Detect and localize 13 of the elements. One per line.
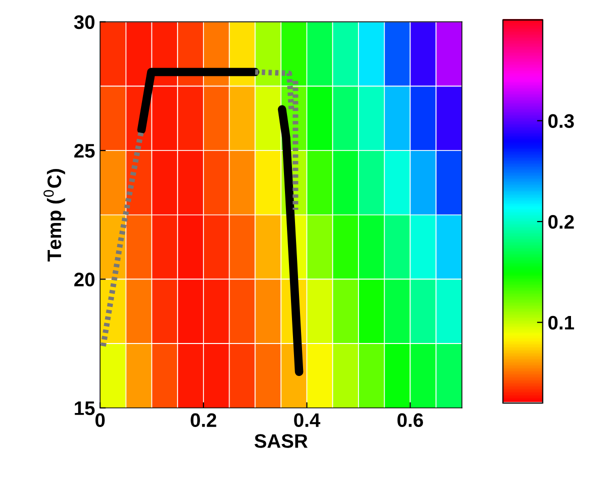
x-axis-title: SASR [254, 434, 308, 448]
x-tick-label: 0.2 [190, 413, 216, 428]
y-axis-title: Temp ($^{0}$C) [44, 169, 66, 262]
y-tick-label: 30 [74, 15, 94, 30]
y-tick-label: 25 [74, 144, 95, 158]
x-tick-label: 0.4 [294, 413, 320, 428]
color-bar-label: 0.3 [548, 114, 574, 128]
y-tick-label: 20 [74, 272, 94, 286]
color-bar-label: 0.2 [548, 215, 574, 229]
x-tick-label: 0 [95, 413, 105, 428]
color-bar-label: 0.1 [548, 316, 574, 330]
x-tick-label: 0.6 [397, 413, 424, 428]
y-tick-label: 15 [74, 402, 95, 416]
